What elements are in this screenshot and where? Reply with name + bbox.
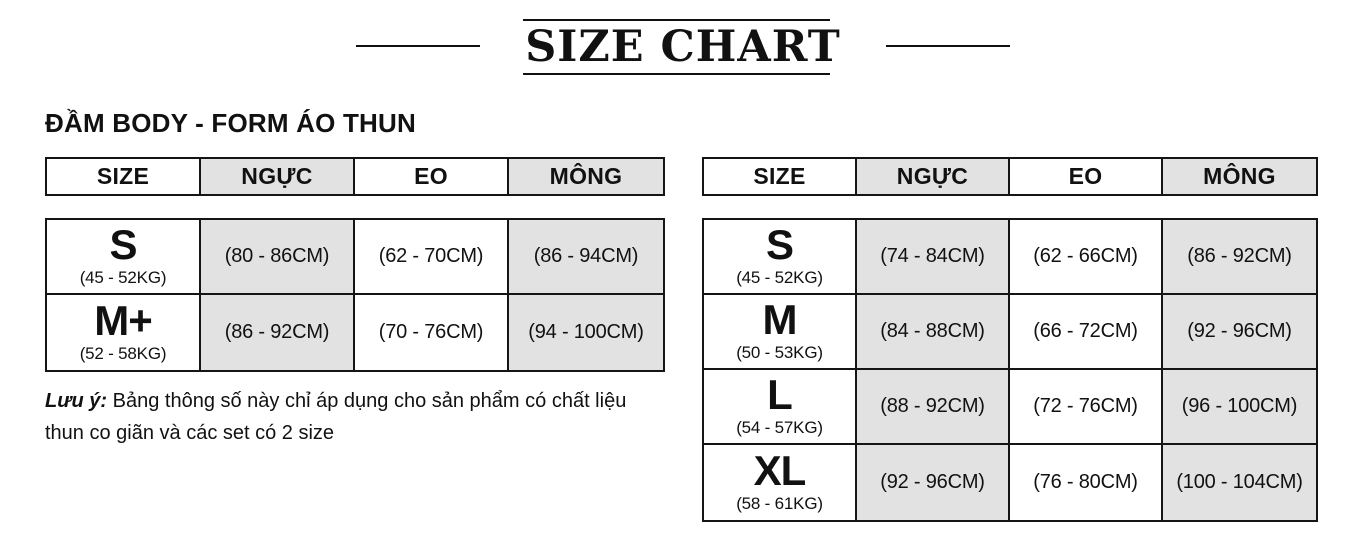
title-rule-bottom: [523, 73, 830, 75]
col-header-bust: NGỰC: [201, 159, 355, 194]
weight-range: (45 - 52KG): [736, 267, 823, 287]
col-header-hip: MÔNG: [509, 159, 663, 194]
page-title: SIZE CHART: [525, 22, 841, 72]
waist-cell: (62 - 70CM): [355, 220, 509, 295]
bust-cell: (80 - 86CM): [201, 220, 355, 295]
size-table-right: SIZE NGỰC EO MÔNG S (45 - 52KG) (74 - 84…: [702, 157, 1318, 522]
size-cell: M+ (52 - 58KG): [47, 295, 201, 370]
waist-cell: (72 - 76CM): [1010, 370, 1163, 445]
col-header-waist: EO: [1010, 159, 1163, 194]
size-cell: S (45 - 52KG): [704, 220, 857, 295]
size-cell: XL (58 - 61KG): [704, 445, 857, 520]
size-label: M: [762, 296, 798, 344]
weight-range: (50 - 53KG): [736, 342, 823, 362]
bust-cell: (88 - 92CM): [857, 370, 1010, 445]
col-header-size: SIZE: [47, 159, 201, 194]
weight-range: (52 - 58KG): [79, 343, 167, 363]
bust-cell: (74 - 84CM): [857, 220, 1010, 295]
col-header-size: SIZE: [704, 159, 857, 194]
size-cell: L (54 - 57KG): [704, 370, 857, 445]
size-label: M+: [94, 297, 153, 345]
weight-range: (58 - 61KG): [736, 493, 823, 513]
weight-range: (54 - 57KG): [736, 417, 823, 437]
weight-range: (45 - 52KG): [79, 267, 167, 287]
note-label: Lưu ý:: [45, 390, 108, 412]
waist-cell: (66 - 72CM): [1010, 295, 1163, 370]
size-label: XL: [753, 447, 807, 495]
hip-cell: (86 - 94CM): [509, 220, 663, 295]
note: Lưu ý: Bảng thông số này chỉ áp dụng cho…: [45, 385, 643, 449]
note-text: Bảng thông số này chỉ áp dụng cho sản ph…: [45, 390, 627, 444]
size-cell: S (45 - 52KG): [47, 220, 201, 295]
size-cell: M (50 - 53KG): [704, 295, 857, 370]
waist-cell: (62 - 66CM): [1010, 220, 1163, 295]
size-label: S: [765, 221, 794, 269]
table-header-row: SIZE NGỰC EO MÔNG: [45, 157, 665, 196]
waist-cell: (76 - 80CM): [1010, 445, 1163, 520]
col-header-waist: EO: [355, 159, 509, 194]
hip-cell: (86 - 92CM): [1163, 220, 1316, 295]
bust-cell: (84 - 88CM): [857, 295, 1010, 370]
bust-cell: (92 - 96CM): [857, 445, 1010, 520]
bust-cell: (86 - 92CM): [201, 295, 355, 370]
size-label: S: [109, 221, 137, 269]
hip-cell: (96 - 100CM): [1163, 370, 1316, 445]
title-dash-left: [356, 45, 480, 47]
table-header-row: SIZE NGỰC EO MÔNG: [702, 157, 1318, 196]
col-header-hip: MÔNG: [1163, 159, 1316, 194]
size-label: L: [767, 371, 793, 419]
title-dash-right: [886, 45, 1010, 47]
waist-cell: (70 - 76CM): [355, 295, 509, 370]
col-header-bust: NGỰC: [857, 159, 1010, 194]
hip-cell: (92 - 96CM): [1163, 295, 1316, 370]
hip-cell: (100 - 104CM): [1163, 445, 1316, 520]
hip-cell: (94 - 100CM): [509, 295, 663, 370]
table-body: S (45 - 52KG) (74 - 84CM) (62 - 66CM) (8…: [702, 218, 1318, 522]
size-table-left: SIZE NGỰC EO MÔNG S (45 - 52KG) (80 - 86…: [45, 157, 665, 372]
title-rule-top: [523, 19, 830, 21]
section-heading: ĐẦM BODY - FORM ÁO THUN: [45, 108, 416, 138]
table-body: S (45 - 52KG) (80 - 86CM) (62 - 70CM) (8…: [45, 218, 665, 372]
